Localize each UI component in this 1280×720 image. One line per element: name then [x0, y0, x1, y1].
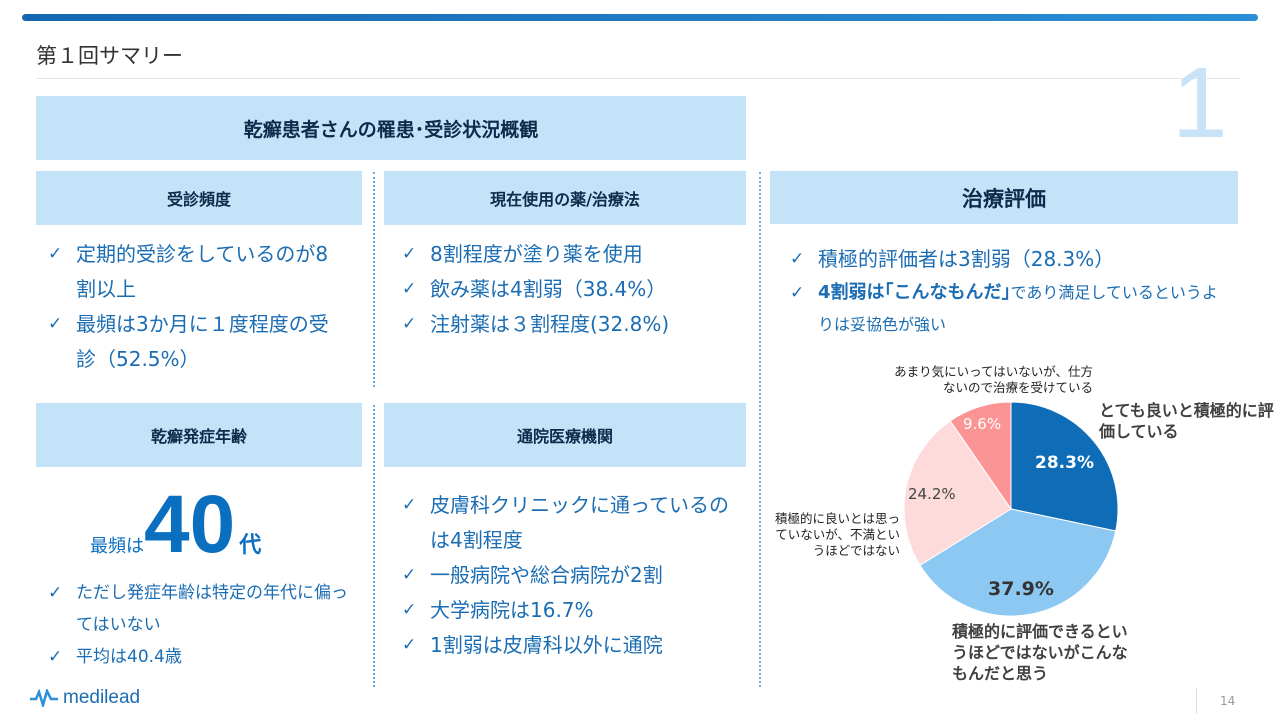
list-item: 大学病院は16.7% — [402, 593, 732, 628]
onset-list: ただし発症年齢は特定の年代に偏ってはいない 平均は40.4歳 — [48, 577, 358, 673]
frequency-header: 受診頻度 — [36, 171, 362, 225]
onset-header: 乾癬発症年齢 — [36, 403, 362, 467]
slice-value-label: 9.6% — [963, 415, 1002, 433]
slice-value-label: 37.9% — [988, 578, 1054, 600]
slice-category-label: あまり気にいってはいないが、仕方ないので治療を受けている — [894, 364, 1093, 395]
list-item: 8割程度が塗り薬を使用 — [402, 237, 742, 272]
institution-header: 通院医療機関 — [384, 403, 746, 467]
column-divider — [759, 172, 761, 687]
treatment-header: 現在使用の薬/治療法 — [384, 171, 746, 225]
top-accent-bar — [22, 14, 1258, 21]
pie-slice — [949, 401, 1012, 511]
institution-list: 皮膚科クリニックに通っているのは4割程度 一般病院や総合病院が2割 大学病院は1… — [402, 488, 732, 663]
page-number: 14 — [1220, 694, 1236, 708]
slide-section-number: 1 — [1172, 47, 1228, 159]
rest-text: であり満足しているというよりは妥協色が強い — [818, 283, 1218, 334]
slice-value-label: 28.3% — [1035, 453, 1094, 473]
pie-slice — [903, 420, 1012, 566]
evaluation-header: 治療評価 — [770, 171, 1238, 224]
slide-title: 第１回サマリー — [36, 44, 183, 68]
treatment-list: 8割程度が塗り薬を使用 飲み薬は4割弱（38.4%） 注射薬は３割程度(32.8… — [402, 237, 742, 342]
list-item: 一般病院や総合病院が2割 — [402, 558, 732, 593]
logo-pulse-icon — [30, 689, 58, 707]
footer-divider — [1196, 688, 1197, 714]
list-item: 注射薬は３割程度(32.8%) — [402, 307, 742, 342]
list-item: ただし発症年齢は特定の年代に偏ってはいない — [48, 577, 358, 641]
evaluation-list: 積極的評価者は3割弱（28.3%） 4割弱は｢こんなもんだ｣であり満足していると… — [790, 242, 1230, 341]
emphasis-text: 4割弱は｢こんなもんだ｣ — [818, 282, 1011, 303]
list-item: 1割弱は皮膚科以外に通院 — [402, 628, 732, 663]
slice-value-label: 24.2% — [908, 485, 956, 503]
list-item: 平均は40.4歳 — [48, 641, 358, 673]
column-divider — [373, 405, 375, 687]
mode-value: 40 — [144, 479, 236, 570]
column-divider — [373, 172, 375, 387]
list-item: 皮膚科クリニックに通っているのは4割程度 — [402, 488, 732, 558]
slice-category-label: 積極的に評価できるというほどではないがこんなもんだと思う — [952, 622, 1128, 683]
medilead-logo: medilead — [30, 687, 140, 709]
list-item: 4割弱は｢こんなもんだ｣であり満足しているというよりは妥協色が強い — [790, 277, 1230, 341]
pie-slice — [1010, 401, 1119, 532]
list-item: 積極的評価者は3割弱（28.3%） — [790, 242, 1230, 277]
slice-category-label: とても良いと積極的に評価している — [1099, 401, 1274, 441]
pie-slice — [919, 508, 1117, 617]
title-divider — [36, 78, 1240, 79]
list-item: 最頻は3か月に１度程度の受診（52.5%） — [48, 307, 348, 377]
mode-prefix: 最頻は — [90, 536, 144, 557]
list-item: 定期的受診をしているのが8割以上 — [48, 237, 348, 307]
main-header: 乾癬患者さんの罹患･受診状況概観 — [36, 96, 746, 160]
mode-suffix: 代 — [239, 533, 262, 558]
slice-category-label: 積極的に良いとは思っていないが、不満というほどではない — [774, 511, 900, 558]
frequency-list: 定期的受診をしているのが8割以上 最頻は3か月に１度程度の受診（52.5%） — [48, 237, 348, 377]
list-item: 飲み薬は4割弱（38.4%） — [402, 272, 742, 307]
logo-text: medilead — [63, 687, 141, 708]
onset-mode: 最頻は 40 代 — [90, 480, 261, 570]
